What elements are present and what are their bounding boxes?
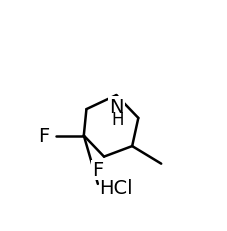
Text: F: F [38, 126, 49, 145]
Text: HCl: HCl [99, 178, 133, 197]
Text: N: N [109, 97, 123, 116]
Text: H: H [112, 110, 124, 128]
Text: F: F [92, 161, 104, 180]
